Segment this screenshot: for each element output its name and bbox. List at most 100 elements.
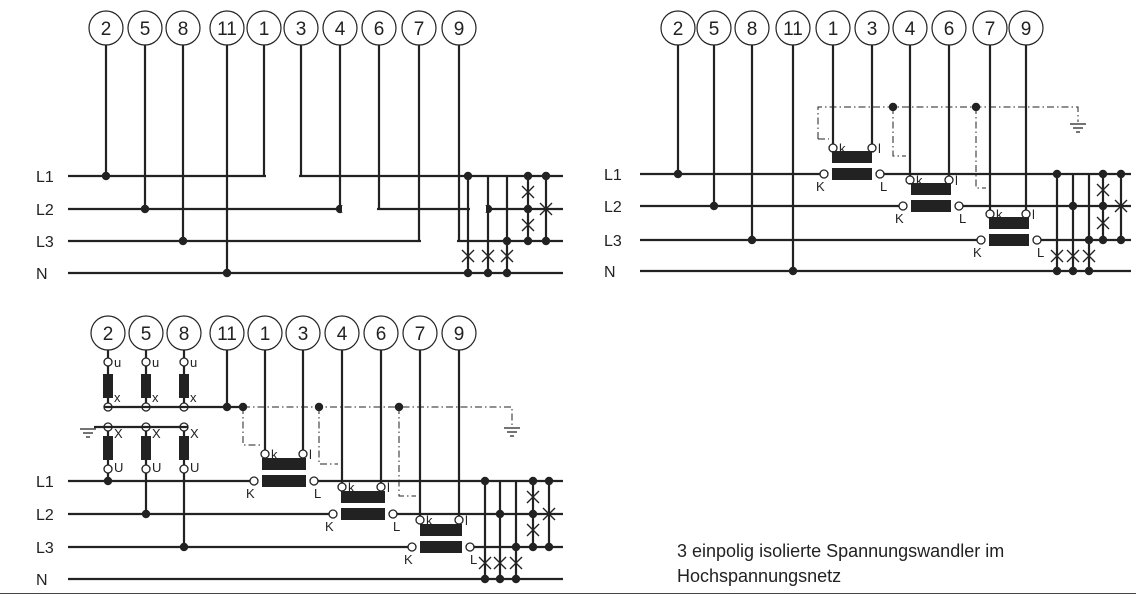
ct-label-l-2: l	[1032, 207, 1035, 222]
conductor-gap	[266, 173, 299, 179]
junction-dot	[523, 204, 533, 214]
ct-label-l-0: l	[878, 141, 881, 156]
terminal-label-8: 7	[985, 19, 996, 40]
ct-label-K-0: K	[246, 486, 255, 501]
junction-dot	[673, 169, 683, 179]
ct-label-K-1: K	[895, 211, 904, 226]
junction-dot	[222, 268, 232, 278]
earth-link	[817, 106, 1079, 139]
fuse-cross	[461, 249, 475, 263]
ct-label-l-1: l	[387, 480, 390, 495]
ct-label-L-1: L	[393, 519, 400, 534]
junction-dot	[101, 171, 111, 181]
ct-secondary-winding-2	[989, 217, 1029, 229]
junction-dot	[480, 574, 490, 584]
terminal-ring	[985, 209, 995, 219]
line-label-N: N	[36, 572, 48, 589]
terminal-ring	[976, 235, 986, 245]
vt-secondary-winding-0	[103, 374, 113, 398]
terminal-label-9: 9	[454, 324, 465, 345]
terminal-label-4: 1	[260, 324, 271, 345]
line-label-L2: L2	[36, 507, 54, 524]
fuse-cross	[1114, 199, 1128, 213]
terminal-ring	[141, 357, 151, 367]
terminal-label-5: 3	[296, 19, 307, 40]
terminal-label-8: 7	[414, 19, 425, 40]
bottom-rule	[0, 593, 1136, 594]
vt-label-X-2: X	[190, 426, 199, 441]
terminal-ring	[867, 143, 877, 153]
junction-dot	[523, 236, 533, 246]
line-label-L3: L3	[36, 234, 54, 251]
vt-label-U-0: U	[114, 460, 123, 475]
terminal-label-4: 1	[828, 19, 839, 40]
vt-primary-winding-2	[179, 436, 189, 460]
ct-primary-winding-1	[341, 508, 385, 520]
terminal-label-0: 2	[101, 19, 112, 40]
terminal-label-2: 8	[178, 19, 189, 40]
junction-dot	[1098, 201, 1108, 211]
conductor-gap	[470, 206, 486, 212]
fuse-cross	[1082, 249, 1096, 263]
junction-dot	[747, 235, 757, 245]
junction-dot	[523, 171, 533, 181]
fuse-cross	[1066, 249, 1080, 263]
vt-secondary-winding-2	[179, 374, 189, 398]
terminal-ring	[944, 175, 954, 185]
terminal-ring	[141, 464, 151, 474]
vt-label-U-1: U	[152, 460, 161, 475]
line-label-L1: L1	[36, 474, 54, 491]
terminal-label-6: 4	[905, 19, 916, 40]
junction-dot	[179, 542, 189, 552]
terminal-ring	[828, 143, 838, 153]
vt-primary-winding-0	[103, 436, 113, 460]
ct-primary-winding-1	[911, 200, 951, 212]
junction-dot	[1084, 266, 1094, 276]
terminal-ring	[1032, 235, 1042, 245]
ct-label-k-0: k	[271, 447, 278, 462]
junction-dot	[1084, 235, 1094, 245]
ct-label-k-2: k	[996, 207, 1003, 222]
ct-secondary-winding-0	[262, 458, 306, 470]
earth-link	[243, 406, 513, 425]
terminal-ring	[103, 464, 113, 474]
terminal-label-3: 11	[217, 324, 237, 345]
ct-label-k-0: k	[839, 141, 846, 156]
terminal-ring	[328, 509, 338, 519]
junction-dot	[502, 268, 512, 278]
junction-dot	[495, 509, 505, 519]
junction-dot	[528, 476, 538, 486]
earth-tap	[398, 407, 416, 497]
ct-primary-winding-2	[989, 234, 1029, 246]
terminal-label-0: 2	[673, 19, 684, 40]
caption-line-2: Hochspannungsnetz	[677, 566, 842, 586]
junction-dot	[502, 236, 512, 246]
junction-dot	[528, 509, 538, 519]
terminal-ring	[954, 201, 964, 211]
junction-dot	[788, 266, 798, 276]
vt-secondary-winding-1	[141, 374, 151, 398]
terminal-label-6: 4	[335, 19, 346, 40]
junction-dot	[480, 476, 490, 486]
ct-label-k-2: k	[426, 513, 433, 528]
terminal-ring	[179, 464, 189, 474]
vt-label-x-0: x	[114, 390, 121, 405]
terminal-ring	[179, 357, 189, 367]
terminal-ring	[376, 482, 386, 492]
fuse-cross	[1096, 216, 1110, 230]
junction-dot	[541, 171, 551, 181]
line-label-L2: L2	[604, 199, 622, 216]
terminal-label-0: 2	[103, 324, 114, 345]
junction-dot	[541, 236, 551, 246]
terminal-label-6: 4	[337, 324, 348, 345]
line-label-L3: L3	[36, 540, 54, 557]
junction-dot	[544, 476, 554, 486]
ct-label-l-1: l	[955, 173, 958, 188]
vt-label-x-1: x	[152, 390, 159, 405]
earth-tap	[892, 107, 906, 157]
ct-secondary-winding-2	[420, 524, 462, 536]
terminal-label-3: 11	[783, 19, 803, 40]
fuse-cross	[500, 249, 514, 263]
terminal-ring	[1021, 209, 1031, 219]
